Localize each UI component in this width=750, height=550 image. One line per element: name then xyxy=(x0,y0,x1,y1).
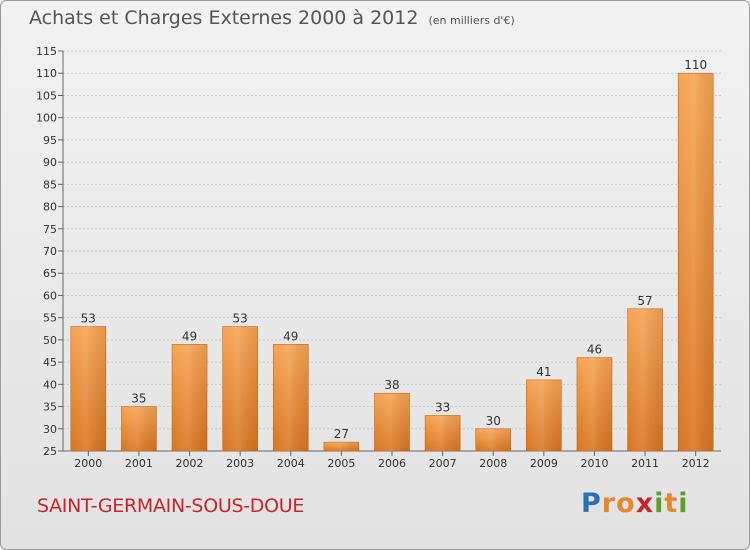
y-tick-label: 40 xyxy=(43,378,57,391)
data-label: 49 xyxy=(182,329,197,343)
y-tick-label: 90 xyxy=(43,156,57,169)
bar-shine xyxy=(576,357,612,451)
y-tick-label: 110 xyxy=(36,67,57,80)
y-tick-label: 80 xyxy=(43,201,57,214)
x-tick-label: 2002 xyxy=(176,457,204,470)
brand-letter: i xyxy=(678,488,689,519)
chart-title: Achats et Charges Externes 2000 à 2012 (e… xyxy=(29,7,515,29)
x-tick-label: 2006 xyxy=(378,457,406,470)
bar-shine xyxy=(526,379,562,451)
y-tick-label: 100 xyxy=(36,112,57,125)
y-tick-label: 45 xyxy=(43,356,57,369)
x-tick-label: 2010 xyxy=(580,457,608,470)
y-tick-label: 70 xyxy=(43,245,57,258)
data-labels: 53 35 49 53 49 27 38 33 30 41 46 57 110 xyxy=(81,58,707,441)
y-tick-label: 30 xyxy=(43,423,57,436)
x-tick-label: 2001 xyxy=(125,457,153,470)
y-tick-label: 55 xyxy=(43,312,57,325)
data-label: 110 xyxy=(684,58,707,72)
bar-shine xyxy=(678,73,714,451)
bar-shine xyxy=(273,344,309,451)
y-tick-label: 85 xyxy=(43,178,57,191)
y-tick-label: 50 xyxy=(43,334,57,347)
brand-logo: Proxiti xyxy=(581,488,689,519)
brand-letter: r xyxy=(601,488,617,519)
data-label: 53 xyxy=(81,312,96,326)
brand-letter: t xyxy=(664,488,679,519)
data-label: 41 xyxy=(536,365,551,379)
bar-shine xyxy=(374,393,410,451)
x-tick-label: 2011 xyxy=(631,457,659,470)
data-label: 27 xyxy=(334,427,349,441)
x-tick-label: 2003 xyxy=(226,457,254,470)
x-tick-label: 2005 xyxy=(327,457,355,470)
bar-shine xyxy=(323,442,359,451)
data-label: 46 xyxy=(587,343,602,357)
bar-shine xyxy=(121,406,157,451)
brand-letter: o xyxy=(616,488,636,519)
data-label: 57 xyxy=(637,294,652,308)
bar-shine xyxy=(70,326,106,451)
x-tick-label: 2009 xyxy=(530,457,558,470)
y-tick-label: 65 xyxy=(43,267,57,280)
data-label: 30 xyxy=(486,414,501,428)
chart-unit: (en milliers d'€) xyxy=(428,14,515,27)
data-label: 38 xyxy=(384,378,399,392)
bars xyxy=(70,72,714,452)
brand-letter: i xyxy=(654,488,665,519)
brand-letter: P xyxy=(581,488,602,519)
bar-shine xyxy=(627,308,663,451)
bar-shine xyxy=(172,344,208,451)
brand-letter: x xyxy=(635,488,655,519)
x-tick-label: 2008 xyxy=(479,457,507,470)
data-label: 35 xyxy=(131,392,146,406)
y-tick-label: 35 xyxy=(43,401,57,414)
bar-shine xyxy=(425,415,461,451)
x-tick-label: 2012 xyxy=(682,457,710,470)
bar-shine xyxy=(222,326,258,451)
x-tick-label: 2000 xyxy=(74,457,102,470)
bar-shine xyxy=(475,428,511,451)
y-tick-label: 95 xyxy=(43,134,57,147)
y-tick-label: 115 xyxy=(36,45,57,58)
x-tick-label: 2004 xyxy=(277,457,305,470)
chart-title-text: Achats et Charges Externes 2000 à 2012 xyxy=(29,7,419,29)
x-tick-label: 2007 xyxy=(429,457,457,470)
y-tick-label: 25 xyxy=(43,445,57,458)
y-tick-label: 105 xyxy=(36,89,57,102)
data-label: 33 xyxy=(435,400,450,414)
data-label: 49 xyxy=(283,329,298,343)
commune-name: SAINT-GERMAIN-SOUS-DOUE xyxy=(37,495,305,517)
data-label: 53 xyxy=(233,312,248,326)
y-tick-label: 60 xyxy=(43,289,57,302)
y-tick-label: 75 xyxy=(43,223,57,236)
x-axis: 2000 2001 2002 2003 2004 2005 2006 2007 2008 2009… xyxy=(74,451,710,470)
